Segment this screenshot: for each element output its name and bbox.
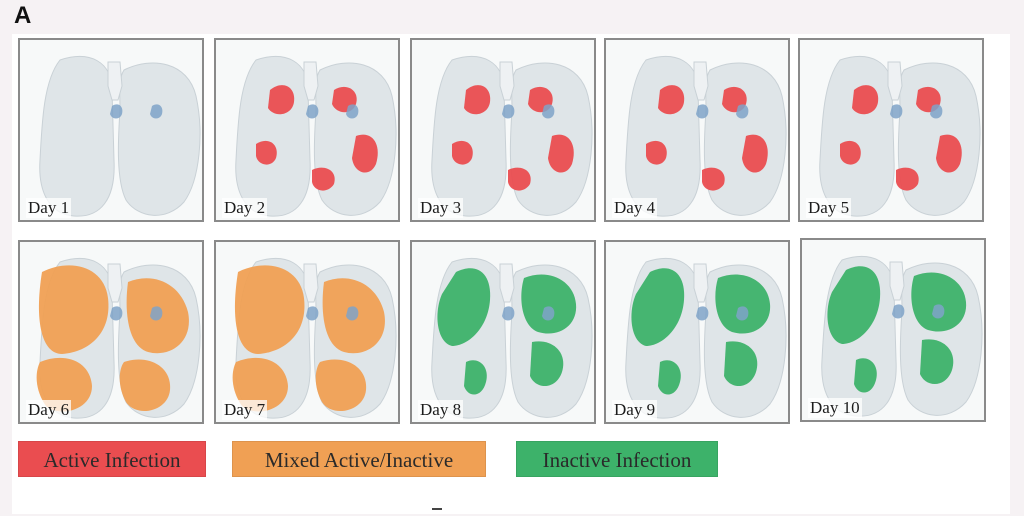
day-label: Day 7: [222, 400, 268, 420]
lung-section-image: [39, 56, 201, 217]
divider-mark: [432, 508, 442, 510]
day-label: Day 1: [26, 198, 72, 218]
lung-section-image: [235, 56, 397, 217]
day-label: Day 3: [418, 198, 464, 218]
lung-panel: Day 6: [18, 240, 204, 424]
day-label: Day 5: [806, 198, 852, 218]
lung-section-image: [36, 258, 201, 419]
lung-panel: Day 3: [410, 38, 596, 222]
lung-panel: Day 1: [18, 38, 204, 222]
legend-active-label: Active Infection: [43, 448, 181, 472]
day-label: Day 10: [808, 398, 862, 418]
lung-panel: Day 2: [214, 38, 400, 222]
lung-panel: Day 8: [410, 240, 596, 424]
lung-panel: Day 4: [604, 38, 790, 222]
lung-section-image: [232, 258, 397, 419]
day-label: Day 8: [418, 400, 464, 420]
lung-section-image: [821, 256, 983, 417]
legend-mixed-infection: Mixed Active/Inactive: [232, 441, 486, 477]
legend-inactive-label: Inactive Infection: [542, 448, 692, 472]
lung-section-image: [625, 56, 787, 217]
panel-letter: A: [14, 2, 32, 29]
legend-active-infection: Active Infection: [18, 441, 206, 477]
lung-section-image: [431, 258, 593, 419]
lung-section-image: [431, 56, 593, 217]
legend-mixed-label: Mixed Active/Inactive: [264, 448, 454, 472]
lung-section-image: [625, 258, 787, 419]
lung-panel: Day 9: [604, 240, 790, 424]
day-label: Day 6: [26, 400, 72, 420]
day-label: Day 9: [612, 400, 658, 420]
day-label: Day 4: [612, 198, 658, 218]
lung-panel: Day 5: [798, 38, 984, 222]
lung-panel: Day 10: [800, 238, 986, 422]
legend-inactive-infection: Inactive Infection: [516, 441, 718, 477]
lung-panel: Day 7: [214, 240, 400, 424]
day-label: Day 2: [222, 198, 268, 218]
lung-section-image: [819, 56, 981, 217]
